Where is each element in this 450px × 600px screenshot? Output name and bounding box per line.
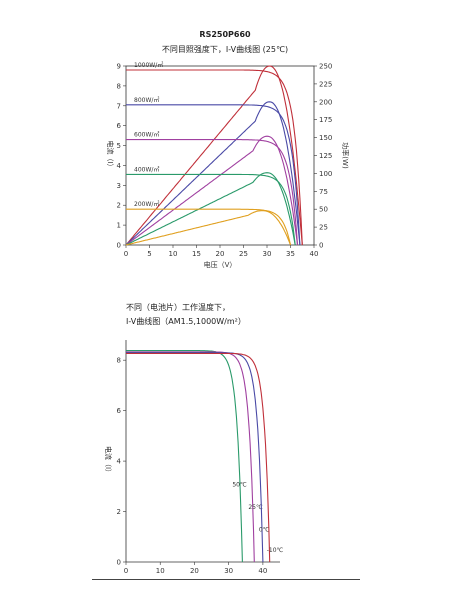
chart1-y-tick-label: 3 <box>117 182 121 190</box>
chart1-y2-tick-label: 50 <box>319 206 328 214</box>
chart1-x-tick-label: 30 <box>263 250 272 258</box>
chart1-y2-tick-label: 75 <box>319 188 328 196</box>
chart1-y-tick-label: 4 <box>117 162 122 170</box>
chart1-x-tick-label: 25 <box>239 250 248 258</box>
chart2-y-axis-label: 电流（I） <box>104 446 113 476</box>
chart1-x-tick-label: 5 <box>147 250 151 258</box>
chart1-pv-curve-2 <box>125 135 299 246</box>
chart1-series-label-2: 600W/㎡ <box>134 131 159 139</box>
chart2-series-label-2: 0℃ <box>259 527 270 534</box>
chart1-y-axis-label: 电流（I） <box>106 140 115 170</box>
chart1-iv-curve-2 <box>126 139 299 246</box>
chart1-x-tick-label: 20 <box>216 250 225 258</box>
chart1-iv-curve-0 <box>126 69 303 246</box>
chart2-iv-curve-2 <box>126 352 264 563</box>
chart2-title-line2: I-V曲线图（AM1.5,1000W/m²） <box>126 317 246 326</box>
chart2-iv-curve-1 <box>126 351 255 563</box>
chart1-iv-curve-1 <box>126 104 301 246</box>
chart1-y2-tick-label: 125 <box>319 152 332 160</box>
chart2-y-tick-label: 4 <box>117 458 122 466</box>
chart1-y2-axis-label: 功率(W) <box>341 142 350 169</box>
chart2-series-label-0: 50℃ <box>232 481 247 488</box>
bottom-divider <box>92 579 360 580</box>
chart1-y-tick-label: 9 <box>117 63 121 71</box>
chart2-x-tick-label: 40 <box>258 567 267 575</box>
chart1-x-tick-label: 0 <box>124 250 128 258</box>
chart2-iv-curve-3 <box>126 352 271 563</box>
chart1-series-label-0: 1000W/㎡ <box>134 61 163 69</box>
chart1-series-label-3: 400W/㎡ <box>134 165 159 173</box>
chart1-y-tick-label: 0 <box>117 242 121 250</box>
chart1-title: 不同目照强度下，I-V曲线图 (25℃) <box>161 45 289 54</box>
chart2-y-tick-label: 8 <box>117 357 121 365</box>
chart1-y2-tick-label: 150 <box>319 134 332 142</box>
chart1-y2-tick-label: 250 <box>319 63 332 71</box>
chart1-y2-tick-label: 200 <box>319 98 332 106</box>
chart1-y-tick-label: 6 <box>117 122 122 130</box>
chart1-y2-tick-label: 100 <box>319 170 332 178</box>
chart1-pv-curve-4 <box>125 210 292 246</box>
chart1-y2-tick-label: 0 <box>319 242 323 250</box>
chart1-y-tick-label: 7 <box>117 102 121 110</box>
chart1-y2-tick-label: 175 <box>319 116 332 124</box>
chart2-x-tick-label: 0 <box>124 567 128 575</box>
chart2-y-tick-label: 2 <box>117 508 121 516</box>
chart1-y-tick-label: 1 <box>117 222 121 230</box>
chart2-iv-curve-0 <box>126 350 243 563</box>
chart2-x-tick-label: 30 <box>224 567 233 575</box>
chart1-y-tick-label: 2 <box>117 202 121 210</box>
chart1-iv-curve-3 <box>126 173 296 246</box>
chart2-y-tick-label: 0 <box>117 559 121 567</box>
chart2-temperature-iv: 0 10 20 30 40 0 2 4 6 8 电流（I） 50℃ 25℃ 0℃ -10℃ <box>104 340 284 575</box>
chart1-y-tick-label: 8 <box>117 82 121 90</box>
chart1-x-tick-label: 35 <box>286 250 295 258</box>
page-title: RS250P660 <box>199 30 251 39</box>
chart1-x-axis-label: 电压（V） <box>204 260 237 269</box>
chart1-y2-tick-label: 25 <box>319 224 328 232</box>
chart1-pv-curve-1 <box>125 101 301 246</box>
chart1-y-tick-label: 5 <box>117 142 121 150</box>
chart1-series-label-4: 200W/㎡ <box>134 200 159 208</box>
chart1-x-tick-label: 10 <box>169 250 178 258</box>
chart1-irradiance-iv: 0 5 10 15 20 25 30 35 40012345678902550751001251… <box>106 61 350 269</box>
chart1-x-tick-label: 40 <box>310 250 319 258</box>
chart1-x-tick-label: 15 <box>192 250 201 258</box>
chart2-x-tick-label: 10 <box>156 567 165 575</box>
chart2-x-tick-label: 20 <box>190 567 199 575</box>
chart2-series-label-1: 25℃ <box>248 504 263 511</box>
chart1-pv-curve-3 <box>125 172 296 246</box>
chart1-series-label-1: 800W/㎡ <box>134 96 159 104</box>
chart2-y-tick-label: 6 <box>117 407 122 415</box>
chart2-title-line1: 不同（电池片）工作温度下， <box>126 303 230 312</box>
chart1-y2-tick-label: 225 <box>319 80 332 88</box>
chart2-series-label-3: -10℃ <box>267 547 284 554</box>
